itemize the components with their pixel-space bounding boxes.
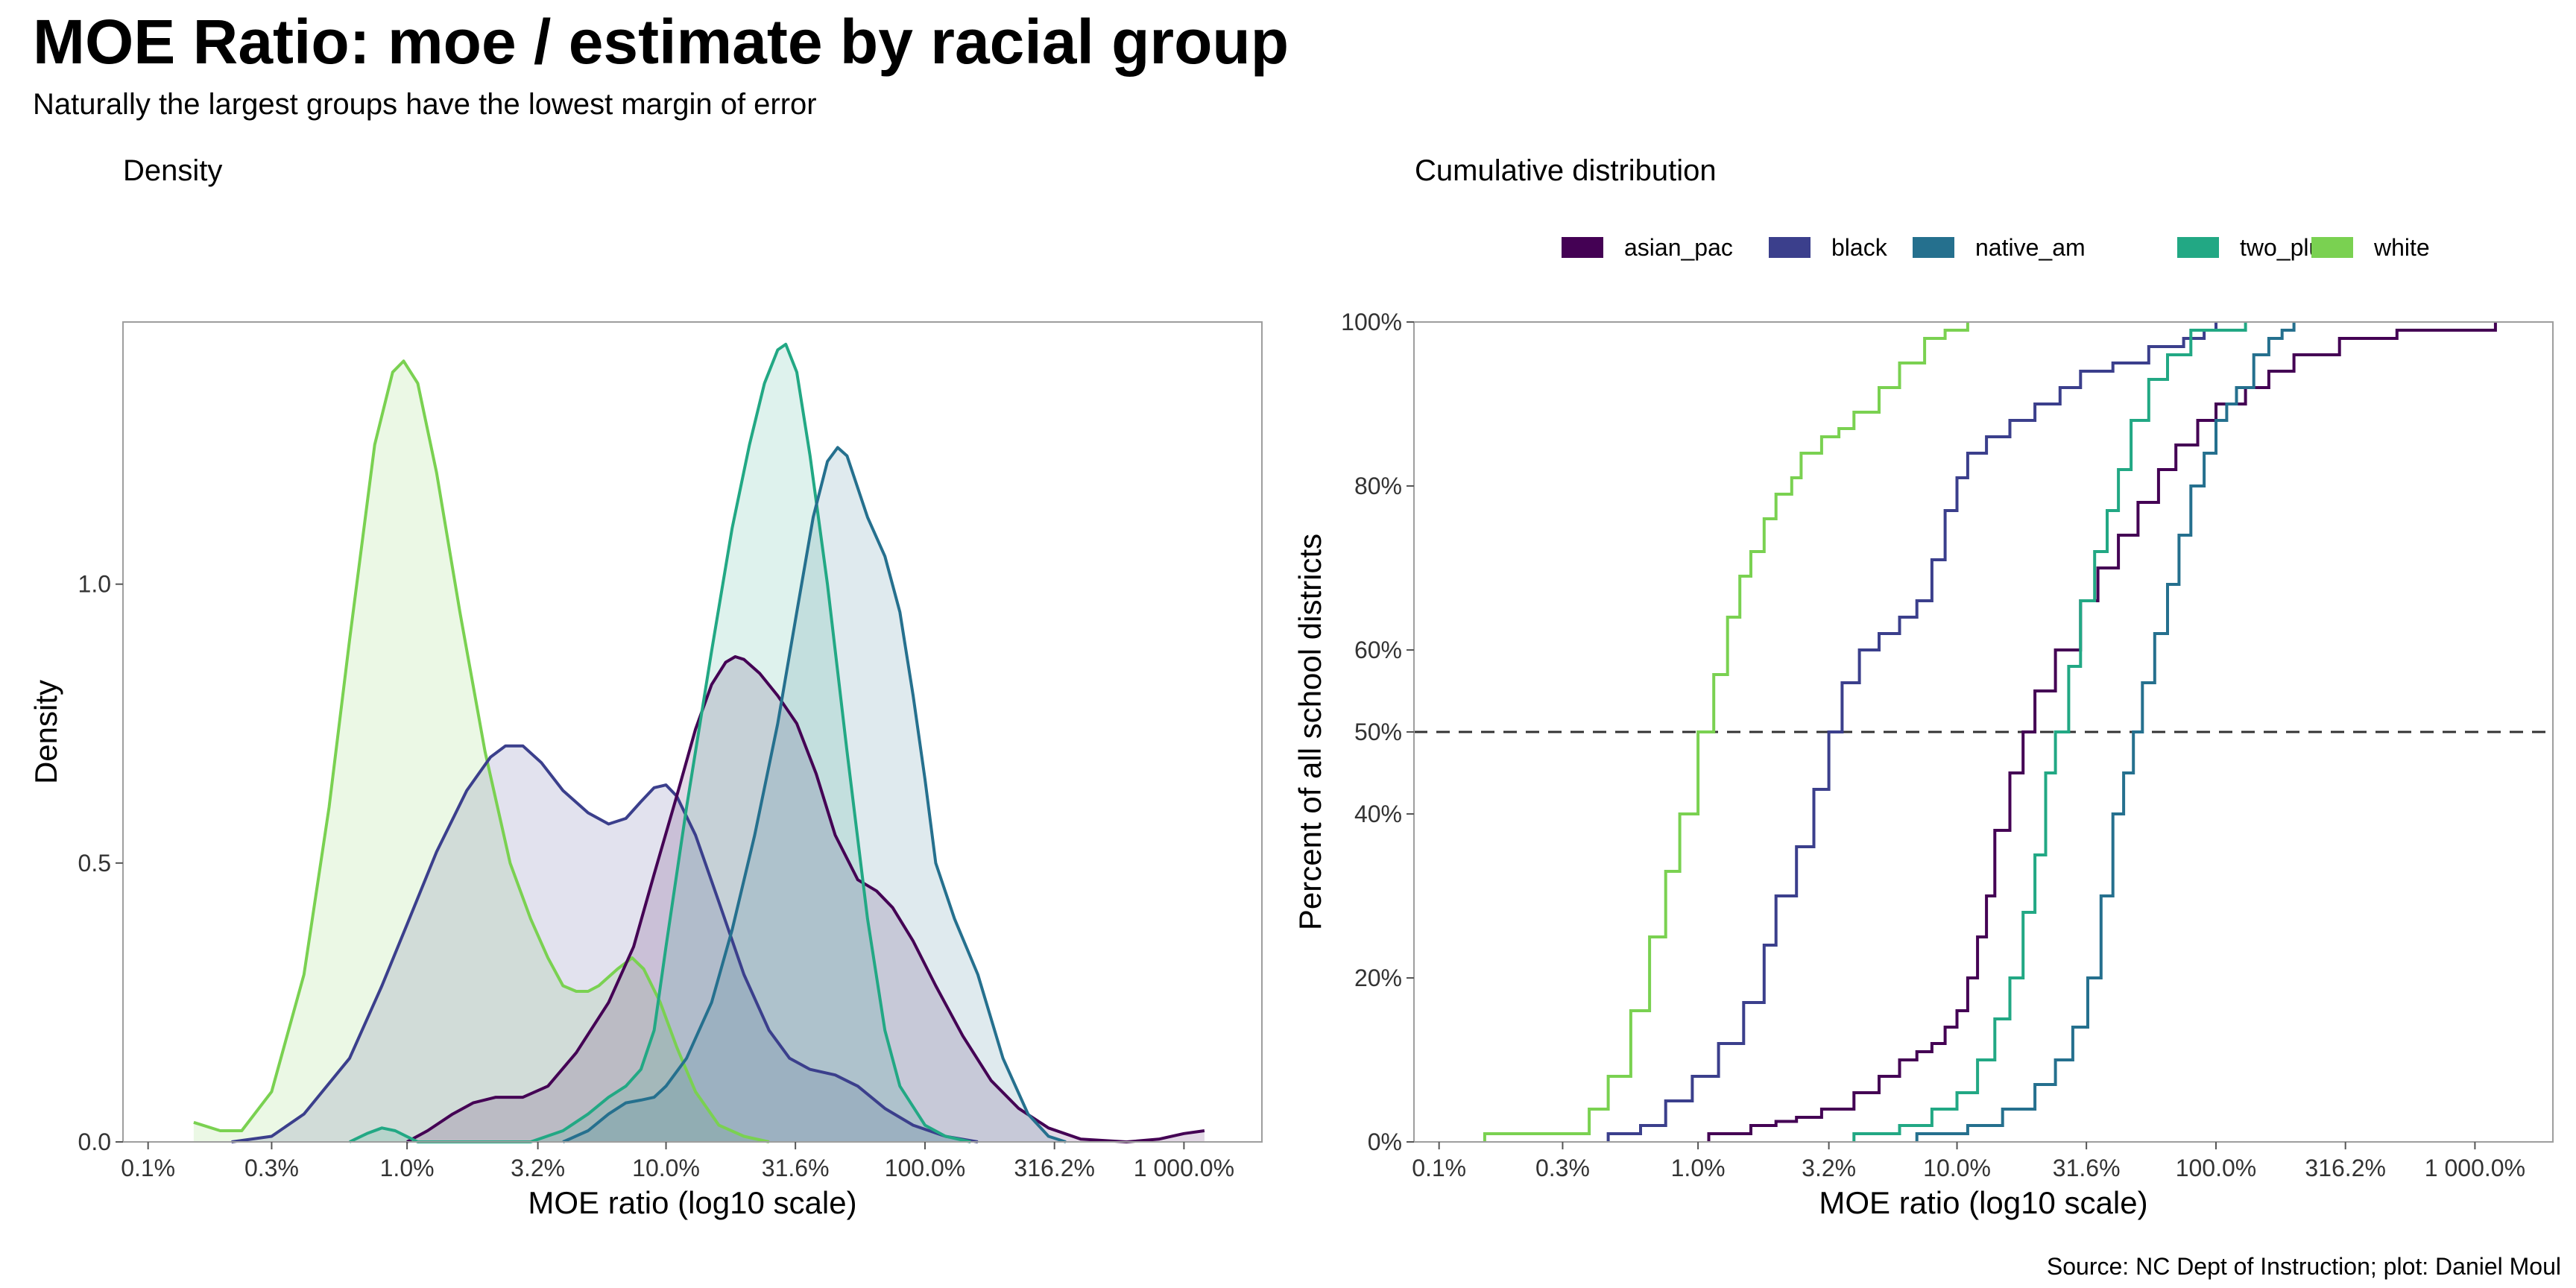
cumulative-panel: 0.1% 0.3% 1.0% 3.2% 10.0% 31.6% 100.0% 316.2% 1 …: [1292, 309, 2554, 1220]
density-y-axis-title: Density: [28, 680, 63, 784]
ecdf-x-tick-label: 31.6%: [2053, 1155, 2121, 1181]
density-area-white: [193, 361, 769, 1142]
density-x-tick-label: 0.1%: [121, 1155, 175, 1181]
density-line-asian_pac: [406, 655, 1205, 1143]
density-line-white: [193, 359, 770, 1143]
density-x-tick-label: 10.0%: [632, 1155, 700, 1181]
density-y-tick-label: 0.5: [78, 850, 111, 877]
ecdf-y-tick-label: 0%: [1368, 1128, 1402, 1155]
density-line-black: [231, 744, 979, 1143]
density-x-tick-label: 316.2%: [1014, 1155, 1095, 1181]
ecdf-line-native_am: [1915, 322, 2296, 1142]
panel-title-cumulative: Cumulative distribution: [1415, 154, 1717, 187]
chart-subtitle: Naturally the largest groups have the lo…: [33, 88, 817, 121]
ecdf-y-tick-label: 80%: [1354, 473, 1402, 499]
ecdf-x-tick-label: 3.2%: [1802, 1155, 1856, 1181]
density-area-native_am: [563, 447, 1067, 1142]
ecdf-x-tick-label: 316.2%: [2305, 1155, 2386, 1181]
ecdf-line-white: [1483, 322, 1969, 1142]
legend-label-black: black: [1831, 234, 1888, 261]
density-x-tick-label: 31.6%: [762, 1155, 830, 1181]
legend-swatch-two_plus: [2177, 237, 2219, 258]
ecdf-y-tick-label: 40%: [1354, 801, 1402, 827]
legend-label-white: white: [2373, 234, 2430, 261]
density-y-tick-label: 0.0: [78, 1128, 111, 1155]
legend-item-asian_pac: asian_pac: [1562, 234, 1733, 261]
density-x-tick-label: 1.0%: [380, 1155, 435, 1181]
density-plot-frame: [122, 321, 1263, 1143]
density-area-black: [231, 745, 978, 1142]
ecdf-x-tick-label: 0.1%: [1412, 1155, 1466, 1181]
chart-title: MOE Ratio: moe / estimate by racial grou…: [33, 7, 1289, 77]
panel-title-density: Density: [123, 154, 222, 187]
ecdf-x-tick-label: 0.3%: [1535, 1155, 1590, 1181]
ecdf-x-axis-title: MOE ratio (log10 scale): [1819, 1185, 2147, 1220]
legend-item-native_am: native_am: [1913, 234, 2086, 261]
density-x-tick-label: 3.2%: [511, 1155, 565, 1181]
ecdf-x-tick-label: 100.0%: [2176, 1155, 2257, 1181]
legend-item-black: black: [1769, 234, 1888, 261]
ecdf-y-tick-label: 100%: [1341, 309, 1402, 335]
density-y-ticks: 0.0 0.5 1.0: [78, 571, 123, 1155]
ecdf-x-tick-label: 10.0%: [1923, 1155, 1991, 1181]
ecdf-y-axis-title: Percent of all school districts: [1292, 534, 1328, 930]
density-y-tick-label: 1.0: [78, 571, 111, 598]
ecdf-y-ticks: 0% 20% 40% 50% 60% 80% 100%: [1341, 309, 1414, 1155]
legend-swatch-white: [2311, 237, 2353, 258]
ecdf-line-two_plus: [1852, 322, 2247, 1142]
legend-swatch-native_am: [1913, 237, 1954, 258]
density-x-tick-label: 0.3%: [244, 1155, 299, 1181]
density-x-tick-label: 100.0%: [885, 1155, 966, 1181]
density-area-two_plus: [350, 344, 971, 1142]
ecdf-y-tick-label: 20%: [1354, 965, 1402, 991]
density-x-axis-title: MOE ratio (log10 scale): [528, 1185, 856, 1220]
ecdf-x-ticks: 0.1% 0.3% 1.0% 3.2% 10.0% 31.6% 100.0% 316.2% 1 …: [1412, 1142, 2525, 1181]
chart-caption: Source: NC Dept of Instruction; plot: Da…: [2046, 1253, 2561, 1280]
ecdf-line-black: [1606, 322, 2217, 1142]
density-x-tick-label: 1 000.0%: [1134, 1155, 1234, 1181]
legend-swatch-asian_pac: [1562, 237, 1603, 258]
legend-item-two_plus: two_plus: [2177, 234, 2334, 261]
legend-item-white: white: [2311, 234, 2430, 261]
density-areas: [193, 344, 1205, 1142]
density-area-asian_pac: [407, 657, 1205, 1142]
ecdf-x-tick-label: 1 000.0%: [2425, 1155, 2525, 1181]
ecdf-y-tick-label: 50%: [1354, 719, 1402, 745]
density-panel: 0.1% 0.3% 1.0% 3.2% 10.0% 31.6% 100.0% 316.2% 1 …: [28, 321, 1263, 1220]
ecdf-x-tick-label: 1.0%: [1671, 1155, 1726, 1181]
legend-swatch-black: [1769, 237, 1811, 258]
ecdf-y-tick-label: 60%: [1354, 637, 1402, 663]
legend-label-native_am: native_am: [1975, 234, 2086, 261]
legend: asian_pac black native_am two_plus white: [1562, 234, 2430, 261]
legend-label-asian_pac: asian_pac: [1624, 234, 1733, 261]
density-x-ticks: 0.1% 0.3% 1.0% 3.2% 10.0% 31.6% 100.0% 316.2% 1 …: [121, 1142, 1234, 1181]
ecdf-lines: [1483, 322, 2497, 1142]
density-line-native_am: [562, 446, 1067, 1143]
